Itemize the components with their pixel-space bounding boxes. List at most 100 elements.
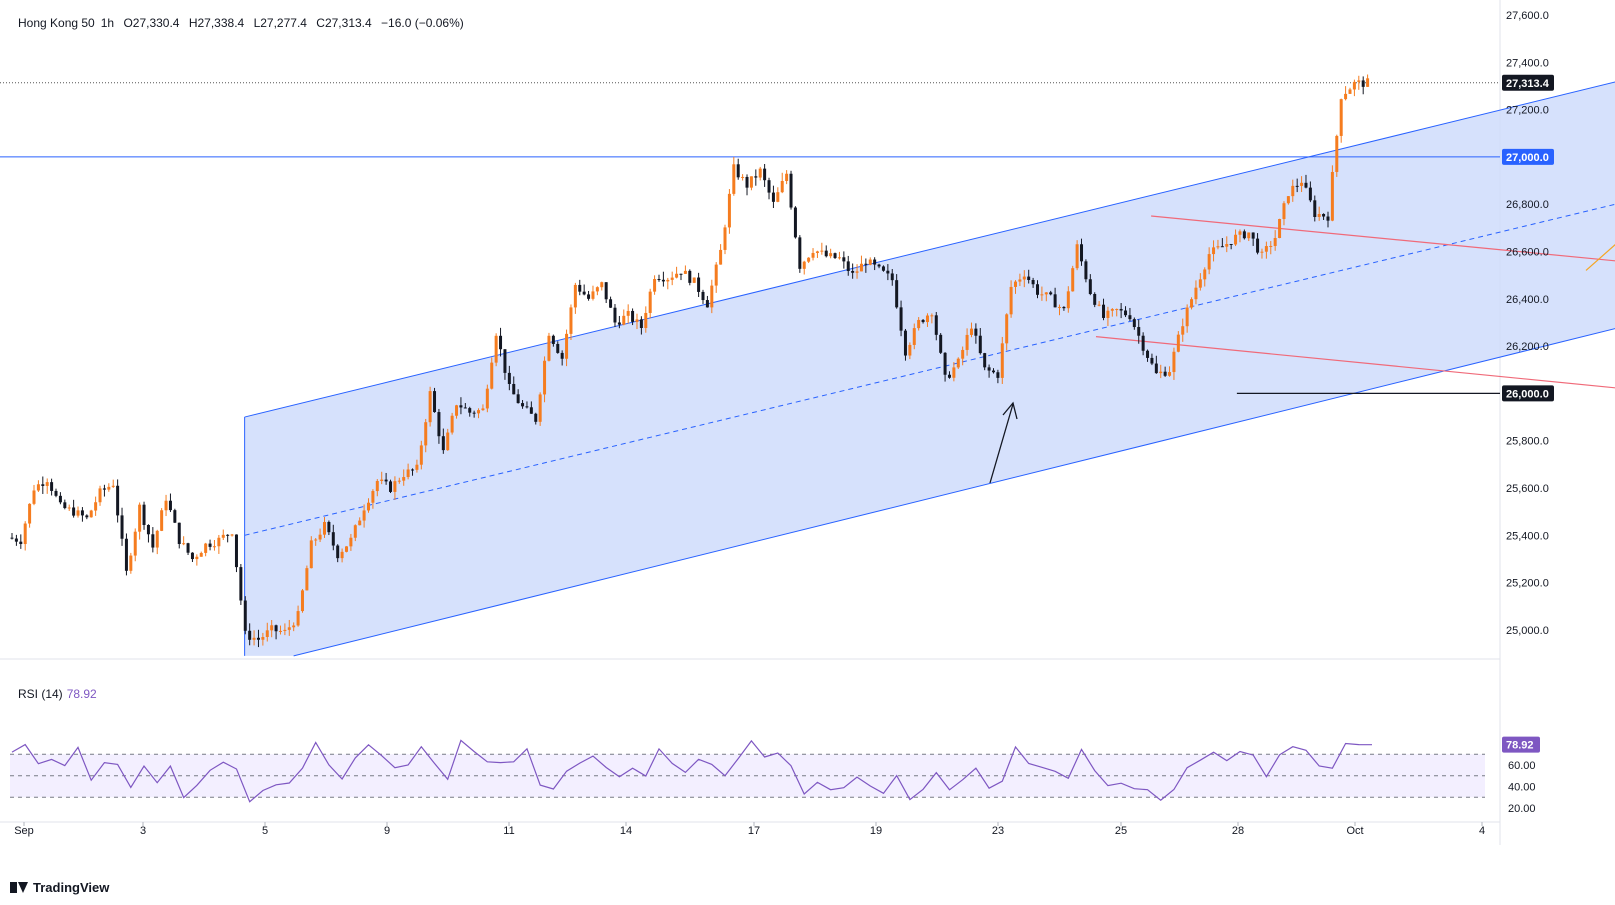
candle-body — [670, 277, 674, 280]
level-27000-badge: 27,000.0 — [1506, 152, 1549, 164]
candle-body — [142, 504, 146, 525]
candle-body — [129, 555, 133, 571]
candle-body — [877, 264, 881, 267]
candle-body — [437, 412, 441, 437]
tradingview-brand[interactable]: TradingView — [10, 880, 109, 895]
candle-body — [943, 352, 947, 375]
candle-body — [1075, 244, 1079, 269]
candle-body — [212, 546, 216, 548]
candle-body — [318, 534, 322, 540]
candle-body — [107, 486, 111, 490]
candle-body — [54, 490, 58, 496]
candle-body — [521, 403, 525, 407]
candle-body — [1198, 279, 1202, 288]
symbol-name[interactable]: Hong Kong 50 — [18, 16, 95, 30]
candle-body — [76, 510, 80, 516]
candle-body — [415, 464, 419, 470]
candle-body — [499, 335, 503, 350]
candle-body — [692, 277, 696, 283]
candle-body — [1168, 372, 1172, 376]
candle-body — [1146, 350, 1150, 358]
brand-name: TradingView — [33, 880, 110, 895]
candle-body — [741, 176, 745, 178]
candle-body — [1013, 281, 1017, 287]
candle-body — [824, 250, 828, 257]
candle-body — [1088, 279, 1092, 295]
candle-body — [595, 287, 599, 292]
candle-body — [978, 335, 982, 354]
candle-body — [811, 252, 815, 258]
candle-body — [864, 263, 868, 265]
candle-body — [300, 590, 304, 612]
candle-body — [947, 374, 951, 378]
candle-body — [199, 552, 203, 557]
candle-body — [490, 362, 494, 389]
rsi-value-badge-bg — [1502, 736, 1540, 753]
candle-body — [1322, 213, 1326, 217]
candle-body — [1326, 216, 1330, 221]
candle-body — [1150, 357, 1154, 364]
candle-body — [934, 315, 938, 335]
candle-body — [591, 291, 595, 299]
candle-body — [494, 335, 498, 363]
candle-body — [1154, 363, 1158, 374]
regression-channel-fill — [244, 82, 1615, 656]
x-tick-label: 11 — [503, 825, 514, 837]
candle-body — [899, 307, 903, 331]
x-tick-label: 14 — [620, 825, 632, 837]
price-tick-label: 26,200.0 — [1506, 341, 1549, 353]
x-tick-label: 3 — [140, 825, 146, 837]
candle-body — [41, 484, 45, 486]
candle-body — [1207, 254, 1211, 270]
rsi-title[interactable]: RSI (14) — [18, 687, 63, 701]
candle-body — [961, 349, 965, 359]
candle-body — [727, 193, 731, 228]
candle-body — [19, 541, 23, 545]
candle-body — [758, 168, 762, 178]
candle-body — [587, 294, 591, 299]
candle-body — [653, 279, 657, 292]
candle-body — [688, 270, 692, 283]
candle-body — [195, 556, 199, 560]
candle-body — [98, 488, 102, 503]
candle-body — [419, 445, 423, 465]
candle-body — [204, 543, 208, 553]
candle-body — [336, 545, 340, 559]
candle-body — [829, 253, 833, 257]
candle-body — [793, 207, 797, 238]
candle-body — [1225, 243, 1229, 247]
candle-body — [380, 479, 384, 481]
price-tick-label: 27,400.0 — [1506, 57, 1549, 69]
candle-body — [305, 568, 309, 591]
candle-body — [736, 164, 740, 178]
candle-body — [1344, 93, 1348, 100]
candle-body — [1049, 292, 1053, 295]
candle-body — [1097, 304, 1101, 306]
candle-body — [45, 482, 49, 486]
candle-body — [402, 477, 406, 481]
candle-body — [292, 625, 296, 628]
candle-body — [1080, 244, 1084, 262]
candle-body — [85, 515, 89, 518]
candle-body — [516, 394, 520, 404]
candle-body — [1330, 171, 1334, 221]
timeframe[interactable]: 1h — [100, 16, 115, 30]
price-tick-label: 25,000.0 — [1506, 625, 1549, 637]
candle-body — [151, 534, 155, 548]
candle-body — [36, 484, 40, 491]
rsi-line — [11, 739, 1373, 803]
candle-body — [63, 502, 67, 509]
candle-body — [1176, 334, 1180, 352]
candle-body — [956, 358, 960, 368]
candle-body — [600, 282, 604, 288]
candle-body — [551, 335, 555, 344]
candle-body — [80, 510, 84, 516]
candle-body — [1132, 319, 1136, 328]
candle-body — [1304, 182, 1308, 188]
candle-body — [534, 413, 538, 422]
candle-body — [868, 259, 872, 265]
candle-body — [1220, 246, 1224, 248]
red-channel-upper — [1151, 215, 1615, 262]
candle-body — [1308, 187, 1312, 201]
